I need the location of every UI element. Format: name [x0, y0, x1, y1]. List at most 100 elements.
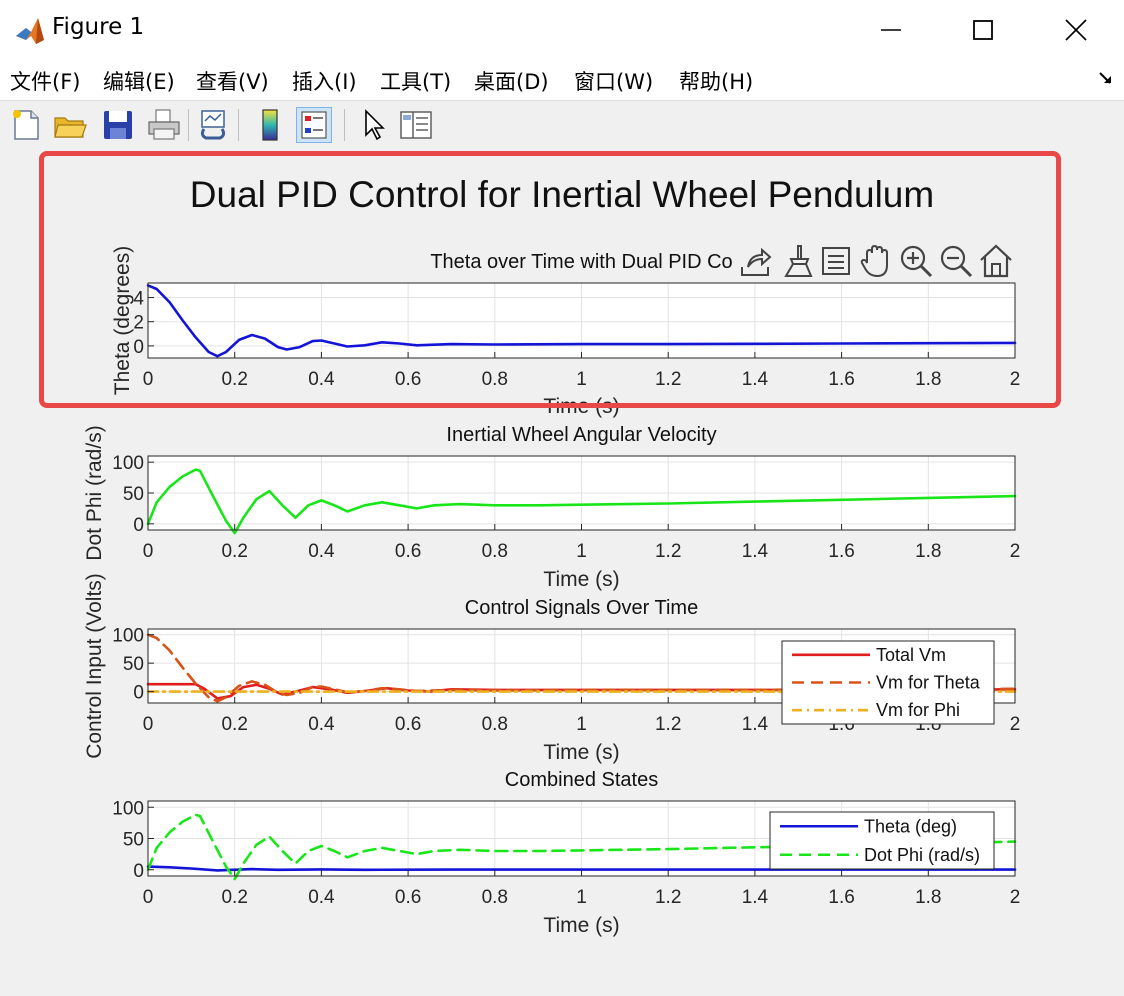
x-tick-label: 2: [1010, 541, 1021, 562]
insert-legend-button[interactable]: [296, 107, 332, 143]
legend-entry: Vm for Theta: [876, 673, 981, 693]
menu-insert[interactable]: 插入(I): [292, 70, 357, 94]
x-tick-label: 0.6: [395, 714, 421, 735]
axes-2[interactable]: 0 0.2 0.4 0.6 0.8 1 1.2 1.4 1.6 1.8 2 0 50 100 Inertia…: [83, 424, 1020, 591]
legend-icon: [301, 111, 327, 139]
menu-edit[interactable]: 编辑(E): [103, 70, 175, 94]
x-axis-label: Time (s): [543, 395, 619, 418]
legend-entry: Theta (deg): [864, 816, 957, 836]
x-tick-label: 1.8: [915, 541, 941, 562]
axes-3[interactable]: 00.20.40.60.811.21.41.61.82050100Control…: [83, 573, 1020, 764]
axes-title: Control Signals Over Time: [465, 597, 698, 619]
insert-colorbar-button[interactable]: [252, 107, 288, 143]
y-axis-label: Dot Phi (rad/s): [83, 425, 106, 560]
x-tick-label: 1: [576, 714, 587, 735]
axes-title: Theta over Time with Dual PID Co: [430, 251, 732, 273]
x-axis-label: Time (s): [543, 741, 619, 764]
axes-title: Inertial Wheel Angular Velocity: [446, 424, 716, 446]
x-tick-label: 1.6: [828, 887, 854, 908]
x-tick-label: 0.8: [482, 369, 508, 390]
y-tick-label: 0: [133, 861, 144, 882]
print-button[interactable]: [146, 107, 182, 143]
x-tick-label: 0: [143, 541, 154, 562]
y-tick-label: 0: [133, 515, 144, 536]
toolbar-separator: [344, 109, 345, 141]
property-inspector-icon: [400, 111, 432, 139]
x-axis-label: Time (s): [543, 568, 619, 591]
figure-suptitle: Dual PID Control for Inertial Wheel Pend…: [190, 174, 934, 215]
legend[interactable]: Theta (deg) Dot Phi (rad/s): [769, 811, 995, 870]
x-tick-label: 1.4: [742, 714, 769, 735]
property-inspector-button[interactable]: [398, 107, 434, 143]
dock-figure-icon[interactable]: [1098, 70, 1114, 86]
x-tick-label: 0.8: [482, 887, 508, 908]
y-tick-label: 50: [123, 654, 144, 675]
x-tick-label: 0.6: [395, 369, 421, 390]
series-line-2: [146, 813, 1017, 881]
x-tick-label: 0.2: [221, 541, 247, 562]
new-figure-icon: [13, 110, 39, 140]
y-tick-label: 0: [133, 337, 144, 358]
menu-window[interactable]: 窗口(W): [574, 70, 654, 94]
toolbar-separator: [188, 109, 189, 141]
window-title: Figure 1: [52, 14, 145, 40]
zoom-out-icon[interactable]: [938, 243, 974, 279]
save-button[interactable]: [100, 107, 136, 143]
menu-bar: 文件(F) 编辑(E) 查看(V) 插入(I) 工具(T) 桌面(D) 窗口(W…: [0, 60, 1124, 101]
pan-icon[interactable]: [858, 243, 894, 279]
y-tick-label: 50: [123, 830, 144, 851]
axes-4[interactable]: 0 0.2 0.4 0.6 0.8 1 1.2 1.4 1.6 1.8 2 0 50 100 Combine…: [112, 769, 1020, 937]
x-tick-label: 1: [576, 887, 587, 908]
title-bar: Figure 1: [0, 0, 1124, 60]
toolbar-separator: [238, 109, 239, 141]
legend-entry: Vm for Phi: [876, 700, 960, 720]
menu-file[interactable]: 文件(F): [10, 70, 81, 94]
new-figure-button[interactable]: [8, 107, 44, 143]
x-tick-label: 0: [143, 369, 154, 390]
close-button[interactable]: [1030, 0, 1122, 60]
open-file-button[interactable]: [52, 107, 88, 143]
y-tick-label: 2: [133, 313, 144, 334]
maximize-button[interactable]: [937, 0, 1029, 60]
x-tick-label: 0.2: [221, 714, 247, 735]
print-icon: [148, 109, 180, 140]
minimize-button[interactable]: [845, 0, 937, 60]
y-axis-label: Control Input (Volts): [83, 573, 106, 759]
link-plot-button[interactable]: [196, 107, 232, 143]
zoom-in-icon[interactable]: [898, 243, 934, 279]
x-tick-label: 1.2: [655, 887, 681, 908]
x-tick-label: 1.8: [915, 887, 941, 908]
edit-plot-button[interactable]: [356, 107, 392, 143]
menu-tools[interactable]: 工具(T): [380, 70, 452, 94]
x-tick-label: 0: [143, 714, 154, 735]
brush-icon[interactable]: [778, 243, 814, 279]
menu-help[interactable]: 帮助(H): [679, 70, 754, 94]
home-icon[interactable]: [978, 243, 1014, 279]
legend-entry: Total Vm: [876, 645, 946, 665]
legend-entry: Dot Phi (rad/s): [864, 845, 980, 865]
data-tips-icon[interactable]: [818, 243, 854, 279]
axes-1[interactable]: 0 0.2 0.4 0.6 0.8 1 1.2 1.4 1.6 1.8 2 0 2 4 Theta over…: [111, 246, 1020, 418]
menu-view[interactable]: 查看(V): [196, 70, 269, 94]
menu-desktop[interactable]: 桌面(D): [474, 70, 549, 94]
x-tick-label: 0.4: [308, 369, 335, 390]
figure-canvas: Dual PID Control for Inertial Wheel Pend…: [0, 148, 1124, 996]
x-tick-label: 0.2: [221, 369, 247, 390]
y-axis-label: Theta (degrees): [111, 246, 134, 395]
x-tick-label: 1.2: [655, 369, 681, 390]
x-tick-label: 1.4: [742, 369, 769, 390]
x-tick-label: 0.4: [308, 541, 335, 562]
x-tick-label: 0.2: [221, 887, 247, 908]
y-tick-label: 4: [133, 289, 144, 310]
y-tick-label: 100: [112, 453, 144, 474]
colorbar-icon: [262, 109, 278, 141]
x-tick-label: 1.6: [828, 369, 854, 390]
export-icon[interactable]: [738, 243, 774, 279]
x-tick-label: 1.4: [742, 887, 769, 908]
x-tick-label: 1: [576, 369, 587, 390]
y-tick-label: 0: [133, 683, 144, 704]
x-tick-label: 0.8: [482, 714, 508, 735]
series-line-1: [146, 468, 1017, 535]
maximize-icon: [973, 20, 993, 40]
legend[interactable]: Total Vm Vm for Theta Vm for Phi: [781, 640, 995, 725]
